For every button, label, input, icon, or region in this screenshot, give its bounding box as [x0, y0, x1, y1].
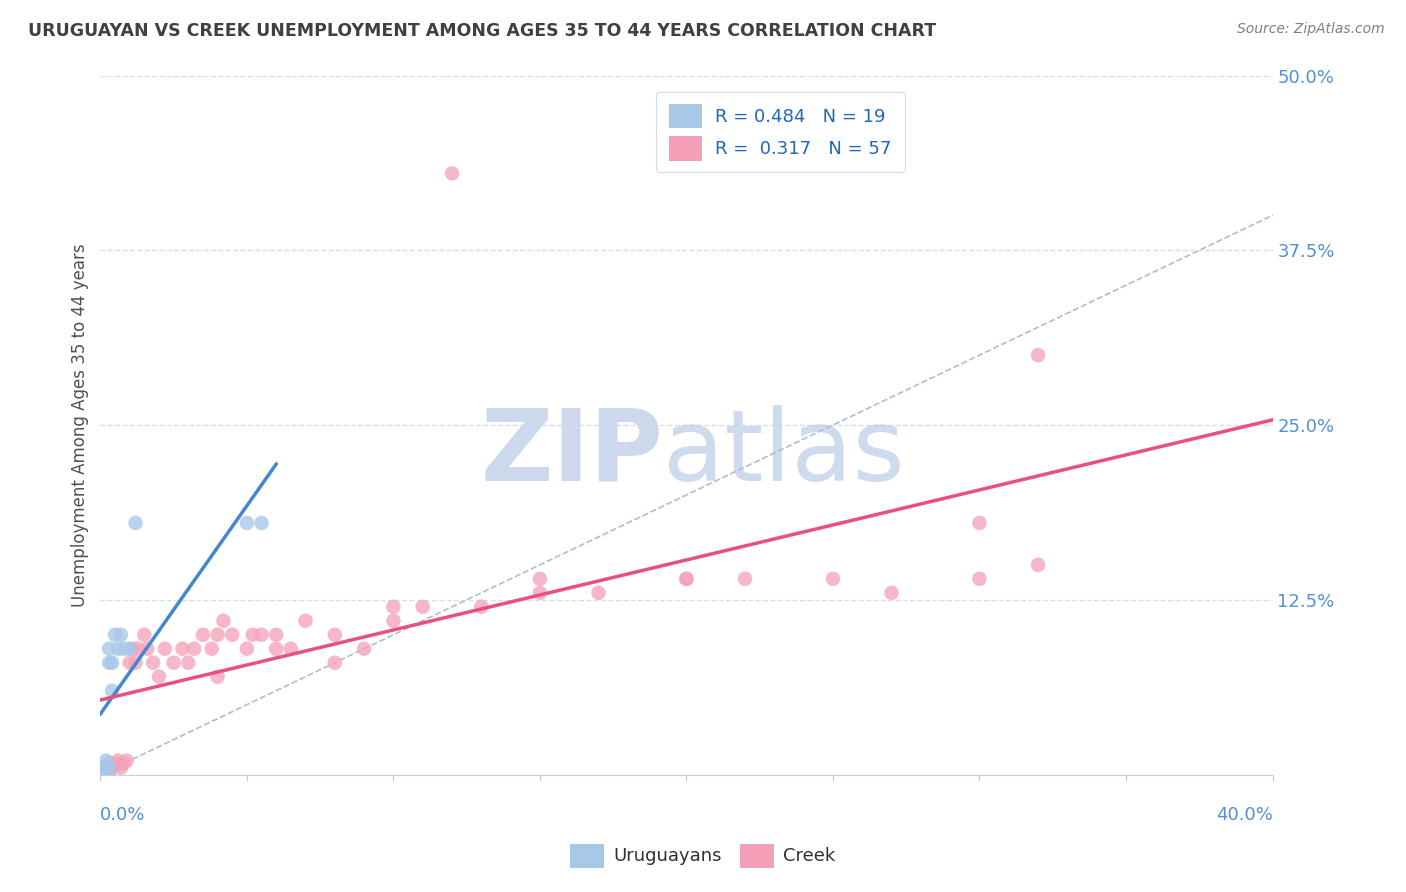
Point	[107, 754, 129, 768]
Text: 0.0%: 0.0%	[100, 806, 146, 824]
Point	[118, 656, 141, 670]
Point	[96, 761, 118, 775]
Point	[134, 628, 156, 642]
Text: URUGUAYAN VS CREEK UNEMPLOYMENT AMONG AGES 35 TO 44 YEARS CORRELATION CHART: URUGUAYAN VS CREEK UNEMPLOYMENT AMONG AG…	[28, 22, 936, 40]
Point	[98, 761, 121, 775]
Point	[236, 516, 259, 530]
Point	[250, 628, 273, 642]
Point	[412, 599, 434, 614]
Point	[104, 756, 127, 771]
Point	[880, 586, 903, 600]
Point	[280, 641, 302, 656]
Point	[91, 761, 114, 775]
Point	[142, 656, 165, 670]
Point	[1026, 558, 1049, 572]
Point	[89, 761, 111, 775]
Point	[588, 586, 610, 600]
Point	[236, 641, 259, 656]
Legend: R = 0.484   N = 19, R =  0.317   N = 57: R = 0.484 N = 19, R = 0.317 N = 57	[657, 92, 904, 172]
Y-axis label: Unemployment Among Ages 35 to 44 years: Unemployment Among Ages 35 to 44 years	[72, 244, 89, 607]
Point	[112, 641, 135, 656]
Point	[250, 516, 273, 530]
Point	[207, 628, 229, 642]
Point	[91, 767, 114, 781]
Point	[98, 767, 121, 781]
Point	[101, 656, 124, 670]
Point	[124, 656, 146, 670]
Point	[101, 761, 124, 775]
Point	[112, 756, 135, 771]
Text: Source: ZipAtlas.com: Source: ZipAtlas.com	[1237, 22, 1385, 37]
Point	[207, 670, 229, 684]
Legend: Uruguayans, Creek: Uruguayans, Creek	[562, 837, 844, 874]
Point	[264, 628, 287, 642]
Point	[98, 641, 121, 656]
Point	[675, 572, 697, 586]
Text: 40.0%: 40.0%	[1216, 806, 1272, 824]
Point	[136, 641, 159, 656]
Point	[221, 628, 243, 642]
Point	[162, 656, 184, 670]
Point	[529, 586, 551, 600]
Point	[110, 628, 132, 642]
Point	[153, 641, 176, 656]
Point	[115, 754, 138, 768]
Text: ZIP: ZIP	[479, 404, 664, 501]
Point	[969, 572, 991, 586]
Point	[89, 761, 111, 775]
Point	[353, 641, 375, 656]
Point	[821, 572, 844, 586]
Point	[264, 641, 287, 656]
Point	[121, 641, 143, 656]
Point	[91, 767, 114, 781]
Point	[148, 670, 170, 684]
Point	[127, 641, 149, 656]
Point	[101, 683, 124, 698]
Point	[89, 767, 111, 781]
Point	[91, 764, 114, 778]
Point	[98, 756, 121, 771]
Point	[124, 516, 146, 530]
Point	[969, 516, 991, 530]
Point	[323, 628, 346, 642]
Point	[110, 761, 132, 775]
Point	[212, 614, 235, 628]
Point	[96, 754, 118, 768]
Point	[89, 767, 111, 781]
Point	[96, 764, 118, 778]
Point	[440, 166, 463, 180]
Point	[294, 614, 316, 628]
Point	[191, 628, 214, 642]
Point	[172, 641, 194, 656]
Point	[382, 599, 405, 614]
Point	[323, 656, 346, 670]
Point	[177, 656, 200, 670]
Point	[242, 628, 264, 642]
Point	[98, 656, 121, 670]
Point	[183, 641, 205, 656]
Point	[104, 628, 127, 642]
Point	[734, 572, 756, 586]
Point	[382, 614, 405, 628]
Point	[1026, 348, 1049, 362]
Point	[118, 641, 141, 656]
Point	[107, 641, 129, 656]
Point	[529, 572, 551, 586]
Text: atlas: atlas	[664, 404, 904, 501]
Point	[201, 641, 224, 656]
Point	[470, 599, 492, 614]
Point	[675, 572, 697, 586]
